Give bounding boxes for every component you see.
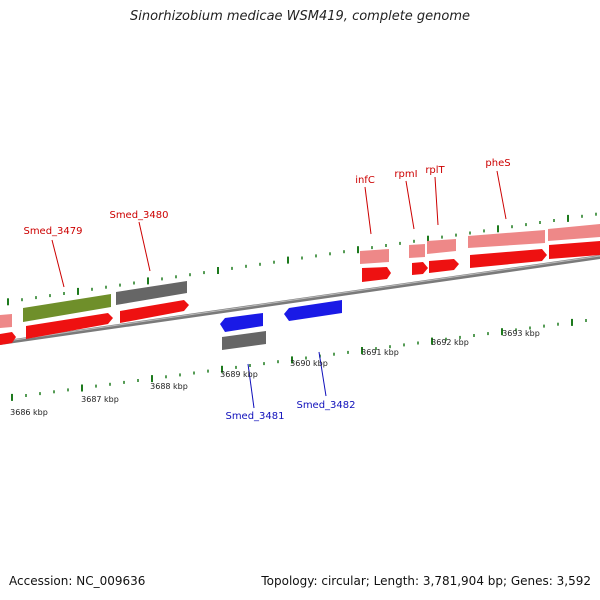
cds-arrow-forward[interactable] bbox=[429, 259, 459, 273]
leader-line bbox=[318, 351, 327, 397]
axis-label: 3692 kbp bbox=[431, 338, 469, 347]
gene-label[interactable]: Smed_3481 bbox=[225, 411, 284, 422]
gene-segment[interactable] bbox=[360, 249, 389, 264]
gene-segment[interactable] bbox=[23, 294, 111, 322]
leader-line bbox=[405, 180, 415, 230]
leader-line bbox=[247, 363, 255, 409]
gene-label[interactable]: rpmI bbox=[394, 169, 417, 180]
leader-line bbox=[496, 170, 507, 220]
cds-arrow-forward[interactable] bbox=[26, 313, 113, 339]
feature-lane-upper bbox=[0, 224, 600, 328]
gene-labels: Smed_3479 Smed_3480 infC rpmI rplT pheS … bbox=[23, 158, 510, 422]
axis-label: 3693 kbp bbox=[502, 329, 540, 338]
genome-backbone-highlight bbox=[0, 255, 600, 343]
gene-segment[interactable] bbox=[409, 244, 425, 258]
cds-arrow-forward[interactable] bbox=[470, 249, 547, 268]
tick-row-lower bbox=[11, 318, 587, 401]
genome-backbone bbox=[0, 255, 600, 345]
gene-label[interactable]: infC bbox=[355, 175, 375, 186]
gene-label[interactable]: pheS bbox=[485, 158, 510, 169]
feature-lane-forward bbox=[0, 241, 600, 345]
cds-arrow-forward[interactable] bbox=[0, 332, 16, 345]
genome-summary-text: Topology: circular; Length: 3,781,904 bp… bbox=[261, 574, 591, 588]
leader-line bbox=[51, 239, 65, 288]
axis-label: 3687 kbp bbox=[81, 395, 119, 404]
tick-row-upper bbox=[7, 212, 597, 306]
page-title: Sinorhizobium medicae WSM419, complete g… bbox=[129, 9, 471, 24]
axis-label: 3691 kbp bbox=[361, 348, 399, 357]
cds-arrow-forward[interactable] bbox=[412, 262, 428, 275]
gene-label[interactable]: Smed_3480 bbox=[109, 210, 168, 221]
accession-text: Accession: NC_009636 bbox=[9, 574, 146, 588]
gene-segment[interactable] bbox=[468, 230, 545, 248]
axis-labels: 3686 kbp 3687 kbp 3688 kbp 3689 kbp 3690… bbox=[10, 329, 540, 417]
feature-lane-reverse bbox=[220, 300, 342, 350]
axis-label: 3686 kbp bbox=[10, 408, 48, 417]
gene-label[interactable]: Smed_3479 bbox=[23, 226, 82, 237]
gene-segment[interactable] bbox=[222, 331, 266, 350]
label-leaders bbox=[51, 170, 507, 409]
axis-label: 3689 kbp bbox=[220, 370, 258, 379]
gene-segment[interactable] bbox=[548, 224, 600, 241]
cds-arrow-reverse[interactable] bbox=[220, 313, 263, 332]
cds-arrow-reverse[interactable] bbox=[284, 300, 342, 321]
leader-line bbox=[364, 186, 372, 235]
leader-line bbox=[434, 176, 439, 226]
cds-arrow-forward[interactable] bbox=[120, 300, 189, 323]
gene-segment[interactable] bbox=[0, 314, 12, 328]
cds-arrow-forward[interactable] bbox=[362, 267, 391, 282]
gene-segment[interactable] bbox=[116, 281, 187, 305]
axis-label: 3688 kbp bbox=[150, 382, 188, 391]
leader-line bbox=[138, 221, 151, 272]
gene-segment[interactable] bbox=[427, 239, 456, 254]
gene-label[interactable]: Smed_3482 bbox=[296, 400, 355, 411]
cds-arrow-forward[interactable] bbox=[549, 241, 600, 259]
gene-label[interactable]: rplT bbox=[425, 165, 445, 176]
axis-label: 3690 kbp bbox=[290, 359, 328, 368]
